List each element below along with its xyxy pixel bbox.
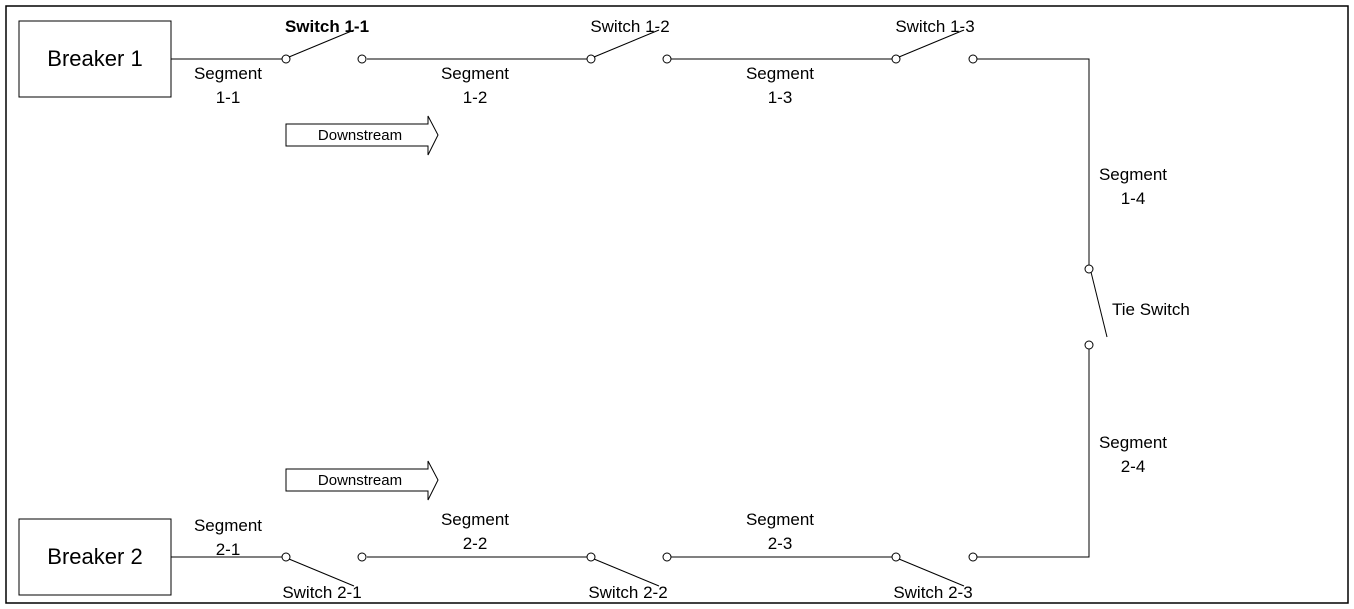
segment-1-2-label-line2: 1-2 bbox=[463, 88, 488, 107]
downstream-arrow-top-label: Downstream bbox=[318, 127, 402, 144]
segment-1-4-label-line1: Segment bbox=[1099, 165, 1167, 184]
segment-2-3-label-line1: Segment bbox=[746, 510, 814, 529]
switch-1-1-label: Switch 1-1 bbox=[285, 17, 369, 36]
downstream-arrow-bottom-shape bbox=[285, 460, 439, 501]
downstream-arrow-bottom-label: Downstream bbox=[318, 472, 402, 489]
switch-2-2-blade bbox=[593, 558, 660, 587]
feeder-1-wires bbox=[171, 58, 1090, 265]
tie-switch-blade bbox=[1090, 271, 1108, 338]
switch-1-1-blade bbox=[288, 29, 355, 58]
segment-1-3-label-line1: Segment bbox=[746, 64, 814, 83]
switch-1-3-symbol bbox=[891, 29, 978, 64]
switch-1-1-symbol bbox=[281, 29, 367, 64]
segment-2-4-label-line1: Segment bbox=[1099, 433, 1167, 452]
downstream-arrow-top-shape bbox=[285, 115, 439, 156]
tie-switch-terminal-top bbox=[1084, 264, 1094, 274]
switch-1-3-terminal-right bbox=[968, 54, 978, 64]
breaker-2: Breaker 2 bbox=[18, 518, 172, 596]
downstream-arrow-bottom: Downstream bbox=[285, 460, 439, 501]
tie-switch-label: Tie Switch bbox=[1112, 300, 1190, 319]
downstream-arrow-top: Downstream bbox=[285, 115, 439, 156]
switch-2-3-terminal-right bbox=[968, 552, 978, 562]
switch-1-3-label: Switch 1-3 bbox=[895, 17, 974, 36]
switch-1-3-blade bbox=[898, 29, 965, 58]
switch-1-1-terminal-right bbox=[357, 54, 367, 64]
segment-2-3-label-line2: 2-3 bbox=[768, 534, 793, 553]
switch-2-1-terminal-right bbox=[357, 552, 367, 562]
switch-2-3-symbol bbox=[891, 552, 978, 587]
switch-1-2-label: Switch 1-2 bbox=[590, 17, 669, 36]
switch-2-3-blade bbox=[898, 558, 965, 587]
switch-1-2-terminal-left bbox=[586, 54, 596, 64]
breaker-2-label: Breaker 2 bbox=[47, 544, 142, 569]
segment-1-3-label-line2: 1-3 bbox=[768, 88, 793, 107]
segment-2-1-label-line2: 2-1 bbox=[216, 540, 241, 559]
breaker-1-label: Breaker 1 bbox=[47, 46, 142, 71]
segment-2-1-label-line1: Segment bbox=[194, 516, 262, 535]
switch-2-2-symbol bbox=[586, 552, 672, 587]
segment-2-4-label-line2: 2-4 bbox=[1121, 457, 1146, 476]
segment-1-2-label-line1: Segment bbox=[441, 64, 509, 83]
switch-1-2-symbol bbox=[586, 29, 672, 64]
switch-1-1-terminal-left bbox=[281, 54, 291, 64]
breaker-1: Breaker 1 bbox=[18, 20, 172, 98]
diagram-frame bbox=[5, 5, 1349, 604]
segment-2-2-label-line2: 2-2 bbox=[463, 534, 488, 553]
switch-2-1-terminal-left bbox=[281, 552, 291, 562]
switch-2-2-terminal-right bbox=[662, 552, 672, 562]
switch-2-1-label: Switch 2-1 bbox=[282, 583, 361, 602]
switch-2-3-label: Switch 2-3 bbox=[893, 583, 972, 602]
switch-1-2-terminal-right bbox=[662, 54, 672, 64]
tie-switch-symbol bbox=[1084, 264, 1108, 350]
segment-1-4-label-line2: 1-4 bbox=[1121, 189, 1146, 208]
breaker-2-box bbox=[18, 518, 172, 596]
switch-2-3-terminal-left bbox=[891, 552, 901, 562]
switch-2-2-terminal-left bbox=[586, 552, 596, 562]
switch-2-1-symbol bbox=[281, 552, 367, 587]
switch-2-1-blade bbox=[288, 558, 355, 587]
wire-segment-1-4 bbox=[977, 58, 1090, 265]
segment-2-2-label-line1: Segment bbox=[441, 510, 509, 529]
wire-segment-2-4 bbox=[977, 349, 1090, 558]
switch-2-2-label: Switch 2-2 bbox=[588, 583, 667, 602]
switch-1-2-blade bbox=[593, 29, 660, 58]
tie-switch-terminal-bottom bbox=[1084, 340, 1094, 350]
segment-1-1-label-line2: 1-1 bbox=[216, 88, 241, 107]
switch-1-3-terminal-left bbox=[891, 54, 901, 64]
breaker-1-box bbox=[18, 20, 172, 98]
segment-1-1-label-line1: Segment bbox=[194, 64, 262, 83]
feeder-2-wires bbox=[171, 349, 1090, 558]
